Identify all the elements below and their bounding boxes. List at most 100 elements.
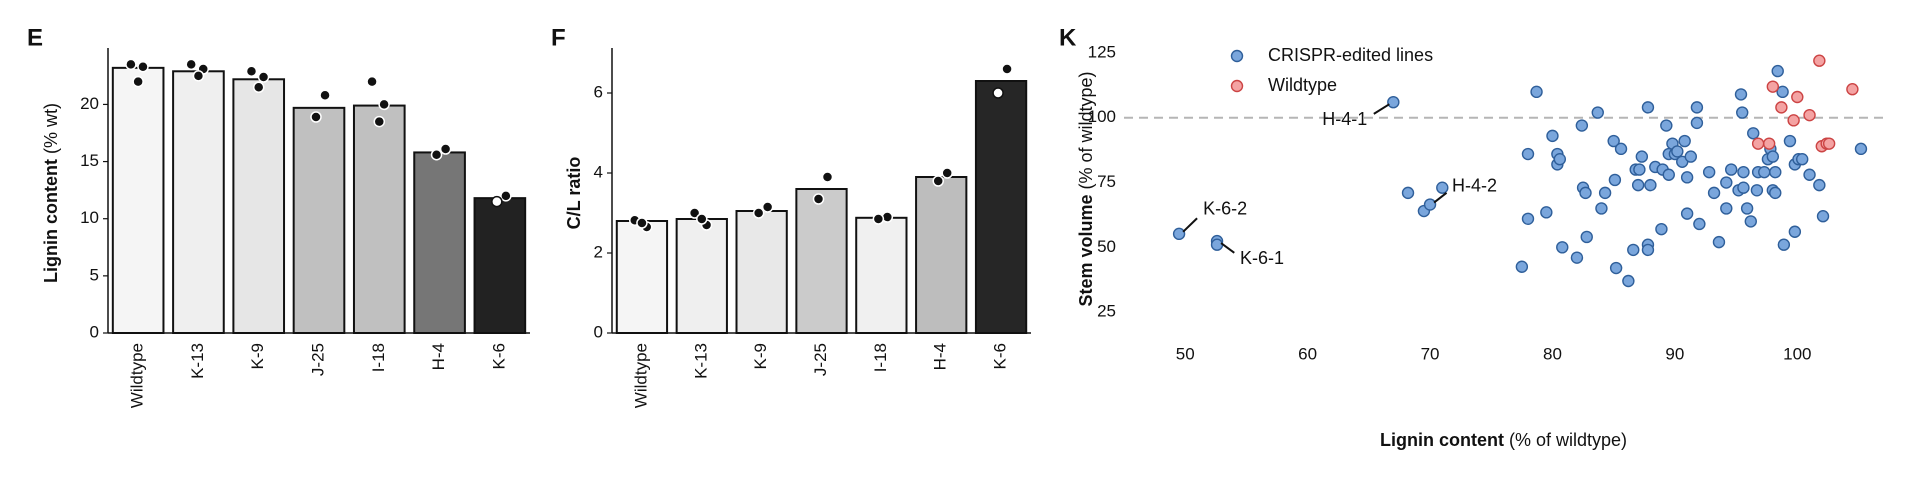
replicate-point <box>439 143 452 155</box>
replicate-point <box>430 148 443 161</box>
annotation-label: H-4-2 <box>1452 175 1497 195</box>
replicate-point <box>132 75 144 88</box>
scatter-point <box>1803 108 1816 122</box>
x-axis-label: Lignin content (% of wildtype) <box>1380 430 1627 450</box>
bar <box>111 66 165 334</box>
scatter-point <box>1530 85 1543 99</box>
replicate-point <box>257 71 270 83</box>
bar <box>232 78 286 334</box>
x-tick-label: K-6 <box>991 343 1010 369</box>
replicate-point <box>125 58 137 71</box>
annotation-leader <box>1373 103 1390 115</box>
x-tick-label: K-9 <box>751 343 770 369</box>
scatter-point <box>1750 184 1764 197</box>
replicate-point <box>1001 63 1013 75</box>
x-tick-label: H-4 <box>931 343 950 370</box>
scatter-point <box>1736 106 1749 119</box>
scatter-point <box>1690 101 1704 114</box>
scatter-point <box>1641 243 1655 257</box>
annotation-label: K-6-1 <box>1240 248 1284 268</box>
panel-label: F <box>551 24 566 51</box>
scatter-point <box>1436 181 1449 194</box>
scatter-point <box>1762 137 1776 150</box>
scatter-point <box>1553 152 1567 166</box>
scatter-point <box>1796 152 1809 166</box>
x-tick-label: K-13 <box>188 343 207 379</box>
scatter-point <box>1787 114 1800 127</box>
bar <box>795 188 848 334</box>
bar <box>172 70 225 335</box>
x-tick-label: 90 <box>1665 344 1684 363</box>
scatter-point <box>1521 147 1535 161</box>
y-tick-label: 125 <box>1088 42 1116 61</box>
bar <box>735 210 788 334</box>
scatter-point <box>1401 186 1415 200</box>
x-tick-label: J-25 <box>811 343 830 376</box>
y-axis-label-main: C/L ratio <box>564 157 584 230</box>
scatter-point <box>1595 202 1608 215</box>
scatter-point <box>1607 134 1620 148</box>
y-tick-label: 25 <box>1097 302 1116 321</box>
scatter-point <box>1737 181 1750 194</box>
scatter-point <box>1598 186 1612 200</box>
y-tick-label: 5 <box>90 265 99 284</box>
y-tick-label: 2 <box>594 242 603 261</box>
replicate-point <box>185 58 197 71</box>
replicate-point <box>636 217 648 229</box>
replicate-point <box>252 81 265 94</box>
replicate-point <box>932 175 944 187</box>
scatter-point <box>1644 178 1657 192</box>
scatter-point <box>1608 173 1622 187</box>
scatter-point <box>1609 261 1623 275</box>
scatter-point <box>1822 137 1836 150</box>
scatter-point <box>1655 222 1668 236</box>
scatter-point <box>1546 129 1559 143</box>
scatter-point <box>1777 238 1791 251</box>
y-tick-label: 6 <box>594 82 603 101</box>
scatter-point <box>1521 212 1535 226</box>
scatter-point <box>1766 150 1780 163</box>
scatter-point <box>1579 186 1592 200</box>
y-tick-label: 0 <box>90 322 99 341</box>
annotation-leader <box>1433 192 1448 204</box>
y-axis-label: C/L ratio <box>564 157 584 230</box>
x-tick-label: K-6 <box>489 343 508 369</box>
bar <box>974 80 1028 334</box>
y-tick-label: 50 <box>1097 237 1116 256</box>
replicate-point <box>688 207 701 219</box>
scatter-point <box>1734 88 1748 101</box>
scatter-point <box>1540 206 1553 219</box>
scatter-point <box>1783 134 1797 148</box>
scatter-point <box>1515 260 1529 273</box>
legend-marker <box>1230 79 1244 93</box>
scatter-point <box>1766 80 1780 93</box>
bar <box>473 197 527 334</box>
scatter-point <box>1744 215 1757 228</box>
replicate-point <box>319 89 331 102</box>
scatter-point <box>1641 101 1655 114</box>
x-tick-label: Wildtype <box>128 343 147 408</box>
scatter-point <box>1702 165 1716 179</box>
x-tick-label: 60 <box>1298 344 1317 363</box>
scatter-point <box>1635 150 1649 163</box>
scatter-point <box>1575 119 1589 132</box>
scatter-point <box>1684 150 1698 163</box>
scatter-point <box>1791 90 1804 104</box>
y-tick-label: 0 <box>594 322 603 341</box>
y-axis-label-main: Lignin content <box>41 159 61 283</box>
x-tick-label: 100 <box>1783 344 1811 363</box>
y-tick-label: 15 <box>80 151 99 170</box>
annotation-leader <box>1220 242 1235 254</box>
scatter-point <box>1769 186 1782 200</box>
replicate-point <box>378 98 390 111</box>
y-tick-label: 4 <box>594 162 603 181</box>
panel-label: K <box>1059 24 1077 51</box>
replicate-point <box>821 171 834 183</box>
scatter-point <box>1846 83 1859 96</box>
scatter-point <box>1788 225 1802 238</box>
scatter-point <box>1660 119 1673 132</box>
y-axis-label-unit: (% of wildtype) <box>1076 71 1096 194</box>
panel-label: E <box>27 24 43 51</box>
bar <box>413 151 466 334</box>
scatter-point <box>1740 202 1754 215</box>
